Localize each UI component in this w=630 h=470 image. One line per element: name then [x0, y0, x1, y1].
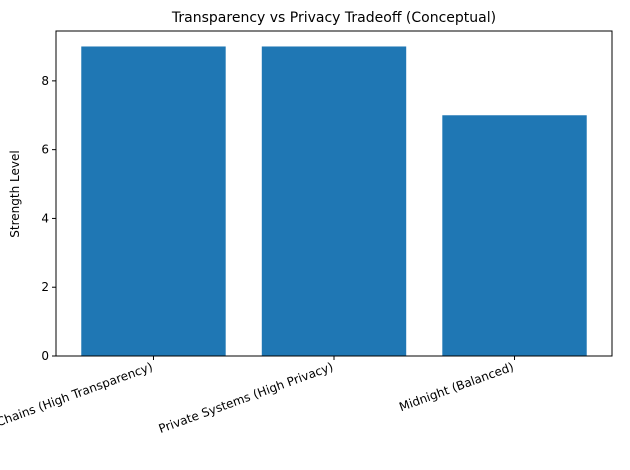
y-tick-label: 8: [41, 74, 49, 88]
bar: [81, 46, 226, 356]
bar: [442, 115, 587, 356]
plot-frame: [55, 30, 613, 357]
y-tick-label: 6: [41, 143, 49, 157]
y-axis-label: Strength Level: [8, 150, 22, 237]
bar: [261, 46, 407, 356]
chart-title: Transparency vs Privacy Tradeoff (Concep…: [171, 10, 496, 26]
y-tick-label: 0: [41, 349, 49, 363]
x-tick-label: Private Systems (High Privacy): [157, 360, 335, 436]
x-tick-label: Public Chains (High Transparency): [0, 360, 155, 443]
x-tick-label: Midnight (Balanced): [397, 360, 515, 414]
y-tick-label: 4: [41, 211, 49, 225]
y-tick-label: 2: [41, 280, 49, 294]
